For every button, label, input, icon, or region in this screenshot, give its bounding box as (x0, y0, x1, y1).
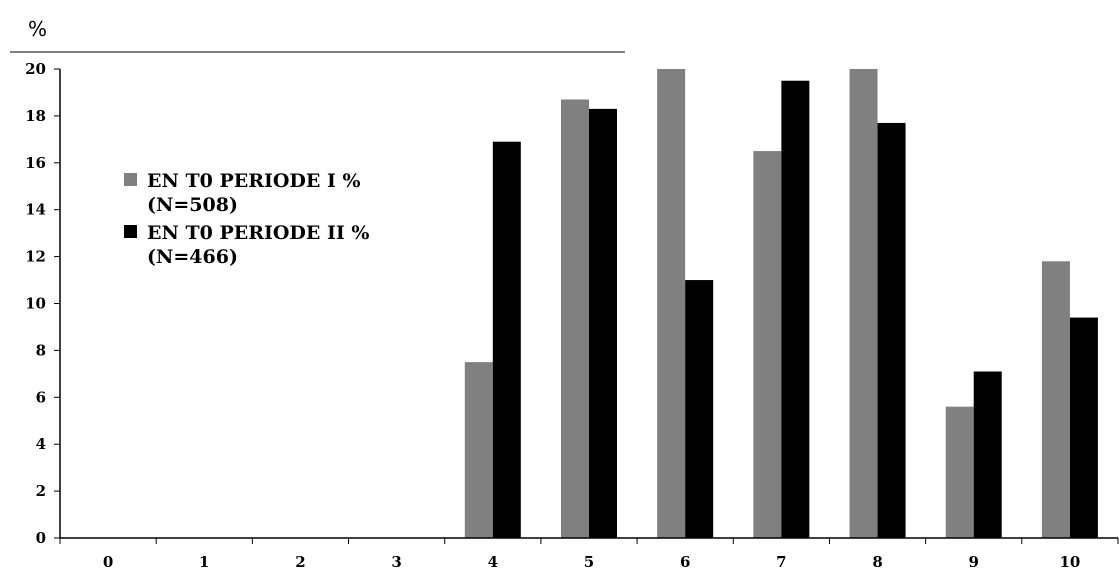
bar-periode-i-5 (561, 99, 589, 539)
bar-periode-ii-8 (877, 122, 906, 538)
legend-swatch-periode-ii (124, 225, 137, 238)
legend-label-periode-i: EN T0 PERIODE I % (147, 170, 361, 192)
bars-group (464, 69, 1098, 539)
legend-count-periode-i: (N=508) (147, 194, 238, 216)
x-tick-label: 2 (295, 553, 305, 571)
bar-periode-i-6 (657, 69, 686, 538)
bar-periode-ii-9 (973, 371, 1002, 538)
bar-periode-i-7 (753, 151, 782, 538)
x-tick-label: 1 (199, 553, 209, 571)
y-tick-label: 12 (25, 248, 46, 266)
x-tick-label: 9 (969, 553, 979, 571)
y-tick-label: 0 (36, 529, 46, 547)
x-tick-label: 6 (680, 553, 690, 571)
y-axis-label: % (28, 17, 47, 41)
bar-periode-ii-6 (685, 280, 714, 538)
y-tick-label: 16 (25, 154, 46, 172)
y-tick-label: 8 (36, 341, 46, 359)
legend: EN T0 PERIODE I %(N=508) EN T0 PERIODE II… (124, 170, 369, 268)
y-tick-label: 14 (25, 201, 46, 219)
y-ticks-group: 0 2 4 6 8 10 12 14 16 18 20 (25, 60, 60, 547)
x-tick-label: 5 (584, 553, 594, 571)
y-tick-label: 2 (36, 482, 46, 500)
bar-periode-i-8 (849, 69, 878, 538)
x-tick-label: 7 (776, 553, 786, 571)
y-tick-label: 10 (25, 295, 46, 313)
x-tick-label: 4 (488, 553, 498, 571)
bar-periode-ii-7 (781, 80, 810, 538)
bar-periode-ii-10 (1069, 317, 1098, 538)
y-tick-label: 18 (25, 107, 46, 125)
bar-periode-i-10 (1041, 261, 1070, 538)
bar-periode-ii-5 (589, 108, 617, 539)
y-tick-label: 6 (36, 388, 46, 406)
legend-count-periode-ii: (N=466) (147, 246, 238, 268)
y-tick-label: 20 (25, 60, 46, 78)
x-tick-label: 3 (391, 553, 401, 571)
legend-label-periode-ii: EN T0 PERIODE II % (147, 222, 369, 244)
x-tick-label: 0 (103, 553, 113, 571)
x-tick-label: 10 (1059, 553, 1080, 571)
bar-periode-ii-4 (492, 141, 521, 538)
bar-periode-i-4 (464, 362, 493, 538)
y-tick-label: 4 (36, 435, 46, 453)
bar-periode-i-9 (945, 406, 974, 538)
x-tick-label: 8 (872, 553, 882, 571)
legend-swatch-periode-i (124, 173, 137, 186)
x-ticks-group: 0 1 2 3 4 5 6 7 8 9 10 (59, 538, 1119, 571)
